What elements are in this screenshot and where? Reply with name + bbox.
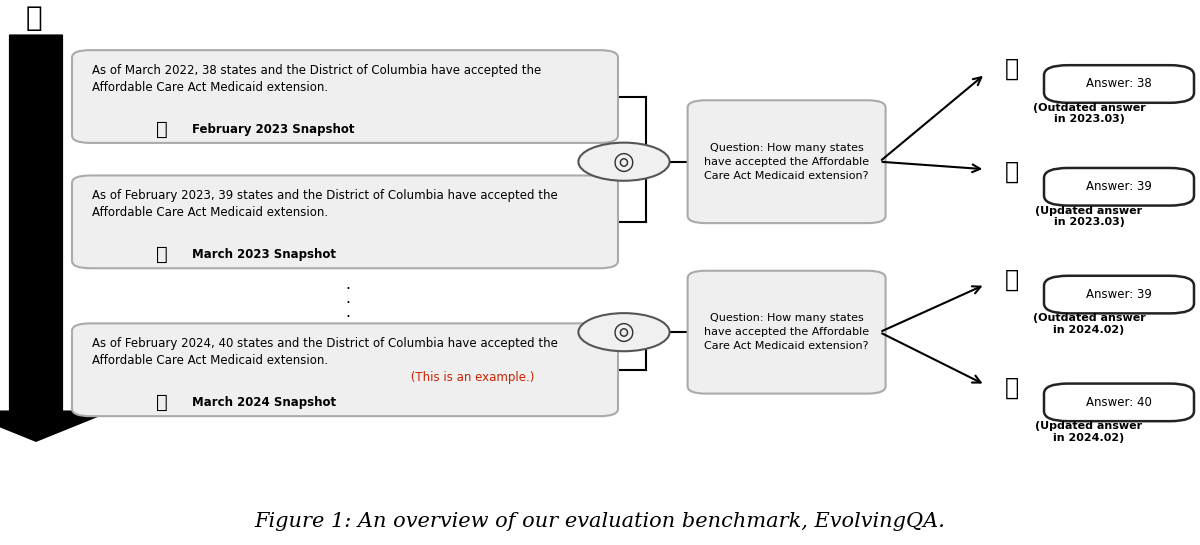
Text: March 2023 Snapshot: March 2023 Snapshot [192, 248, 336, 261]
FancyBboxPatch shape [688, 271, 886, 393]
Text: ◎: ◎ [613, 320, 635, 344]
Text: As of February 2023, 39 states and the District of Columbia have accepted the
Af: As of February 2023, 39 states and the D… [92, 189, 558, 219]
Text: 🕐: 🕐 [25, 4, 42, 32]
Text: 🤖: 🤖 [1004, 376, 1019, 399]
Text: (This is an example.): (This is an example.) [407, 371, 534, 384]
Text: Question: How many states
have accepted the Affordable
Care Act Medicaid extensi: Question: How many states have accepted … [704, 143, 869, 181]
Text: As of March 2022, 38 states and the District of Columbia have accepted the
Affor: As of March 2022, 38 states and the Dist… [92, 64, 541, 94]
Text: As of February 2024, 40 states and the District of Columbia have accepted the
Af: As of February 2024, 40 states and the D… [92, 337, 558, 367]
FancyBboxPatch shape [1044, 384, 1194, 421]
Text: ◎: ◎ [613, 150, 635, 174]
Text: 🤖: 🤖 [1004, 268, 1019, 292]
Text: February 2023 Snapshot: February 2023 Snapshot [192, 123, 354, 136]
FancyBboxPatch shape [72, 323, 618, 416]
Text: 🌍: 🌍 [156, 393, 168, 412]
FancyBboxPatch shape [1044, 276, 1194, 313]
Text: 🤖: 🤖 [1004, 160, 1019, 184]
FancyBboxPatch shape [1044, 168, 1194, 205]
Text: 🌍: 🌍 [156, 245, 168, 264]
Text: March 2024 Snapshot: March 2024 Snapshot [192, 396, 336, 409]
Text: Answer: 40: Answer: 40 [1086, 396, 1152, 409]
Circle shape [578, 313, 670, 351]
FancyBboxPatch shape [72, 50, 618, 143]
Text: Answer: 39: Answer: 39 [1086, 180, 1152, 193]
Text: (Updated answer
in 2023.03): (Updated answer in 2023.03) [1036, 205, 1142, 227]
Text: (Updated answer
in 2024.02): (Updated answer in 2024.02) [1036, 421, 1142, 443]
Text: 🌍: 🌍 [156, 120, 168, 139]
Text: Answer: 38: Answer: 38 [1086, 77, 1152, 90]
Text: (Outdated answer
in 2024.02): (Outdated answer in 2024.02) [1033, 313, 1145, 335]
Text: (Outdated answer
in 2023.03): (Outdated answer in 2023.03) [1033, 103, 1145, 124]
Text: Question: How many states
have accepted the Affordable
Care Act Medicaid extensi: Question: How many states have accepted … [704, 313, 869, 351]
Text: Answer: 39: Answer: 39 [1086, 288, 1152, 301]
Text: ·
·
·: · · · [346, 282, 350, 325]
Circle shape [578, 143, 670, 181]
Text: Figure 1: An overview of our evaluation benchmark, EvolvingQA.: Figure 1: An overview of our evaluation … [254, 512, 946, 531]
FancyBboxPatch shape [72, 175, 618, 268]
Polygon shape [0, 35, 110, 441]
FancyBboxPatch shape [1044, 65, 1194, 103]
FancyBboxPatch shape [688, 100, 886, 223]
Text: 🤖: 🤖 [1004, 57, 1019, 81]
